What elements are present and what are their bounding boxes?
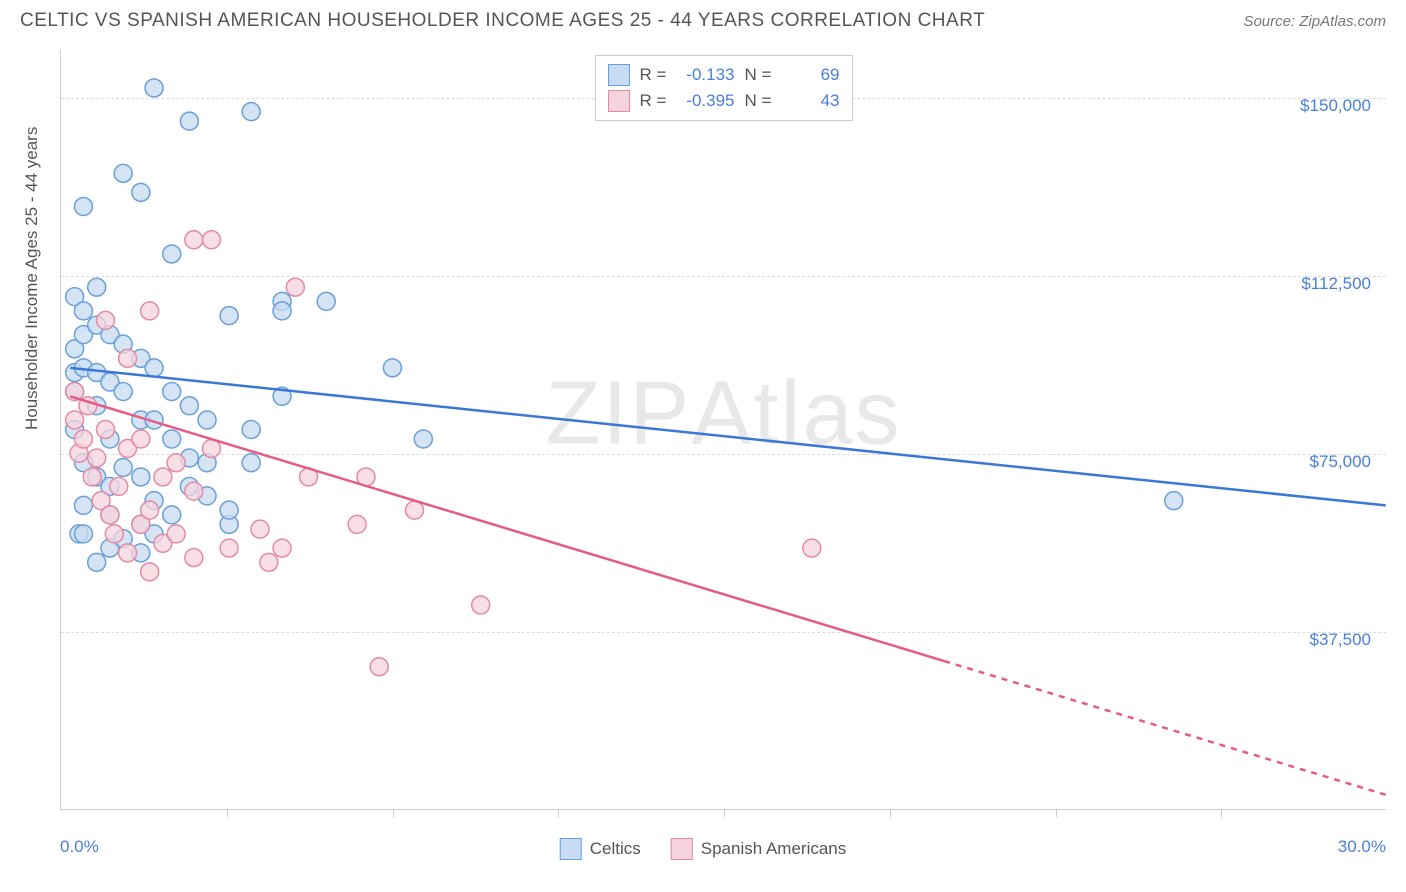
data-point [185, 231, 203, 249]
data-point [114, 458, 132, 476]
data-point [383, 359, 401, 377]
legend-row-spanish: R =-0.395 N =43 [608, 88, 840, 114]
swatch-icon [608, 90, 630, 112]
scatter-svg [61, 50, 1386, 809]
data-point [74, 525, 92, 543]
chart-plot-area: ZIPAtlas R =-0.133 N =69 R =-0.395 N =43… [60, 50, 1386, 810]
data-point [198, 411, 216, 429]
data-point [132, 468, 150, 486]
data-point [74, 496, 92, 514]
data-point [145, 79, 163, 97]
x-axis-start-label: 0.0% [60, 837, 99, 857]
x-tick [227, 809, 228, 817]
swatch-icon [560, 838, 582, 860]
data-point [132, 430, 150, 448]
data-point [66, 411, 84, 429]
data-point [114, 383, 132, 401]
data-point [220, 539, 238, 557]
source-attribution: Source: ZipAtlas.com [1243, 13, 1386, 30]
data-point [141, 563, 159, 581]
data-point [286, 278, 304, 296]
data-point [803, 539, 821, 557]
x-tick [724, 809, 725, 817]
data-point [74, 430, 92, 448]
data-point [163, 430, 181, 448]
x-axis-end-label: 30.0% [1338, 837, 1386, 857]
x-tick [393, 809, 394, 817]
data-point [220, 501, 238, 519]
data-point [472, 596, 490, 614]
data-point [167, 525, 185, 543]
data-point [141, 302, 159, 320]
data-point [273, 539, 291, 557]
trend-line-dashed [944, 661, 1385, 795]
data-point [370, 658, 388, 676]
data-point [202, 231, 220, 249]
data-point [242, 103, 260, 121]
data-point [185, 549, 203, 567]
data-point [167, 454, 185, 472]
data-point [220, 307, 238, 325]
x-tick [1221, 809, 1222, 817]
data-point [1165, 492, 1183, 510]
legend-item-celtics: Celtics [560, 838, 641, 860]
data-point [260, 553, 278, 571]
trend-line [70, 396, 944, 661]
data-point [105, 525, 123, 543]
data-point [141, 501, 159, 519]
data-point [145, 359, 163, 377]
data-point [110, 477, 128, 495]
data-point [88, 278, 106, 296]
data-point [132, 183, 150, 201]
data-point [97, 421, 115, 439]
data-point [348, 515, 366, 533]
data-point [97, 311, 115, 329]
data-point [242, 421, 260, 439]
data-point [119, 349, 137, 367]
data-point [180, 397, 198, 415]
x-tick [558, 809, 559, 817]
data-point [242, 454, 260, 472]
data-point [317, 292, 335, 310]
data-point [88, 449, 106, 467]
swatch-icon [671, 838, 693, 860]
y-axis-label: Householder Income Ages 25 - 44 years [22, 127, 42, 430]
data-point [163, 383, 181, 401]
data-point [180, 112, 198, 130]
data-point [251, 520, 269, 538]
legend-item-spanish: Spanish Americans [671, 838, 847, 860]
data-point [163, 245, 181, 263]
data-point [406, 501, 424, 519]
data-point [163, 506, 181, 524]
data-point [154, 468, 172, 486]
data-point [185, 482, 203, 500]
data-point [88, 553, 106, 571]
data-point [414, 430, 432, 448]
x-tick [890, 809, 891, 817]
chart-title: CELTIC VS SPANISH AMERICAN HOUSEHOLDER I… [20, 10, 985, 32]
data-point [101, 506, 119, 524]
x-tick [1056, 809, 1057, 817]
data-point [273, 302, 291, 320]
correlation-legend: R =-0.133 N =69 R =-0.395 N =43 [595, 55, 853, 121]
data-point [74, 198, 92, 216]
data-point [119, 544, 137, 562]
series-legend: Celtics Spanish Americans [560, 838, 847, 860]
data-point [83, 468, 101, 486]
trend-line [70, 368, 1385, 506]
data-point [74, 302, 92, 320]
swatch-icon [608, 64, 630, 86]
legend-row-celtics: R =-0.133 N =69 [608, 62, 840, 88]
data-point [114, 164, 132, 182]
